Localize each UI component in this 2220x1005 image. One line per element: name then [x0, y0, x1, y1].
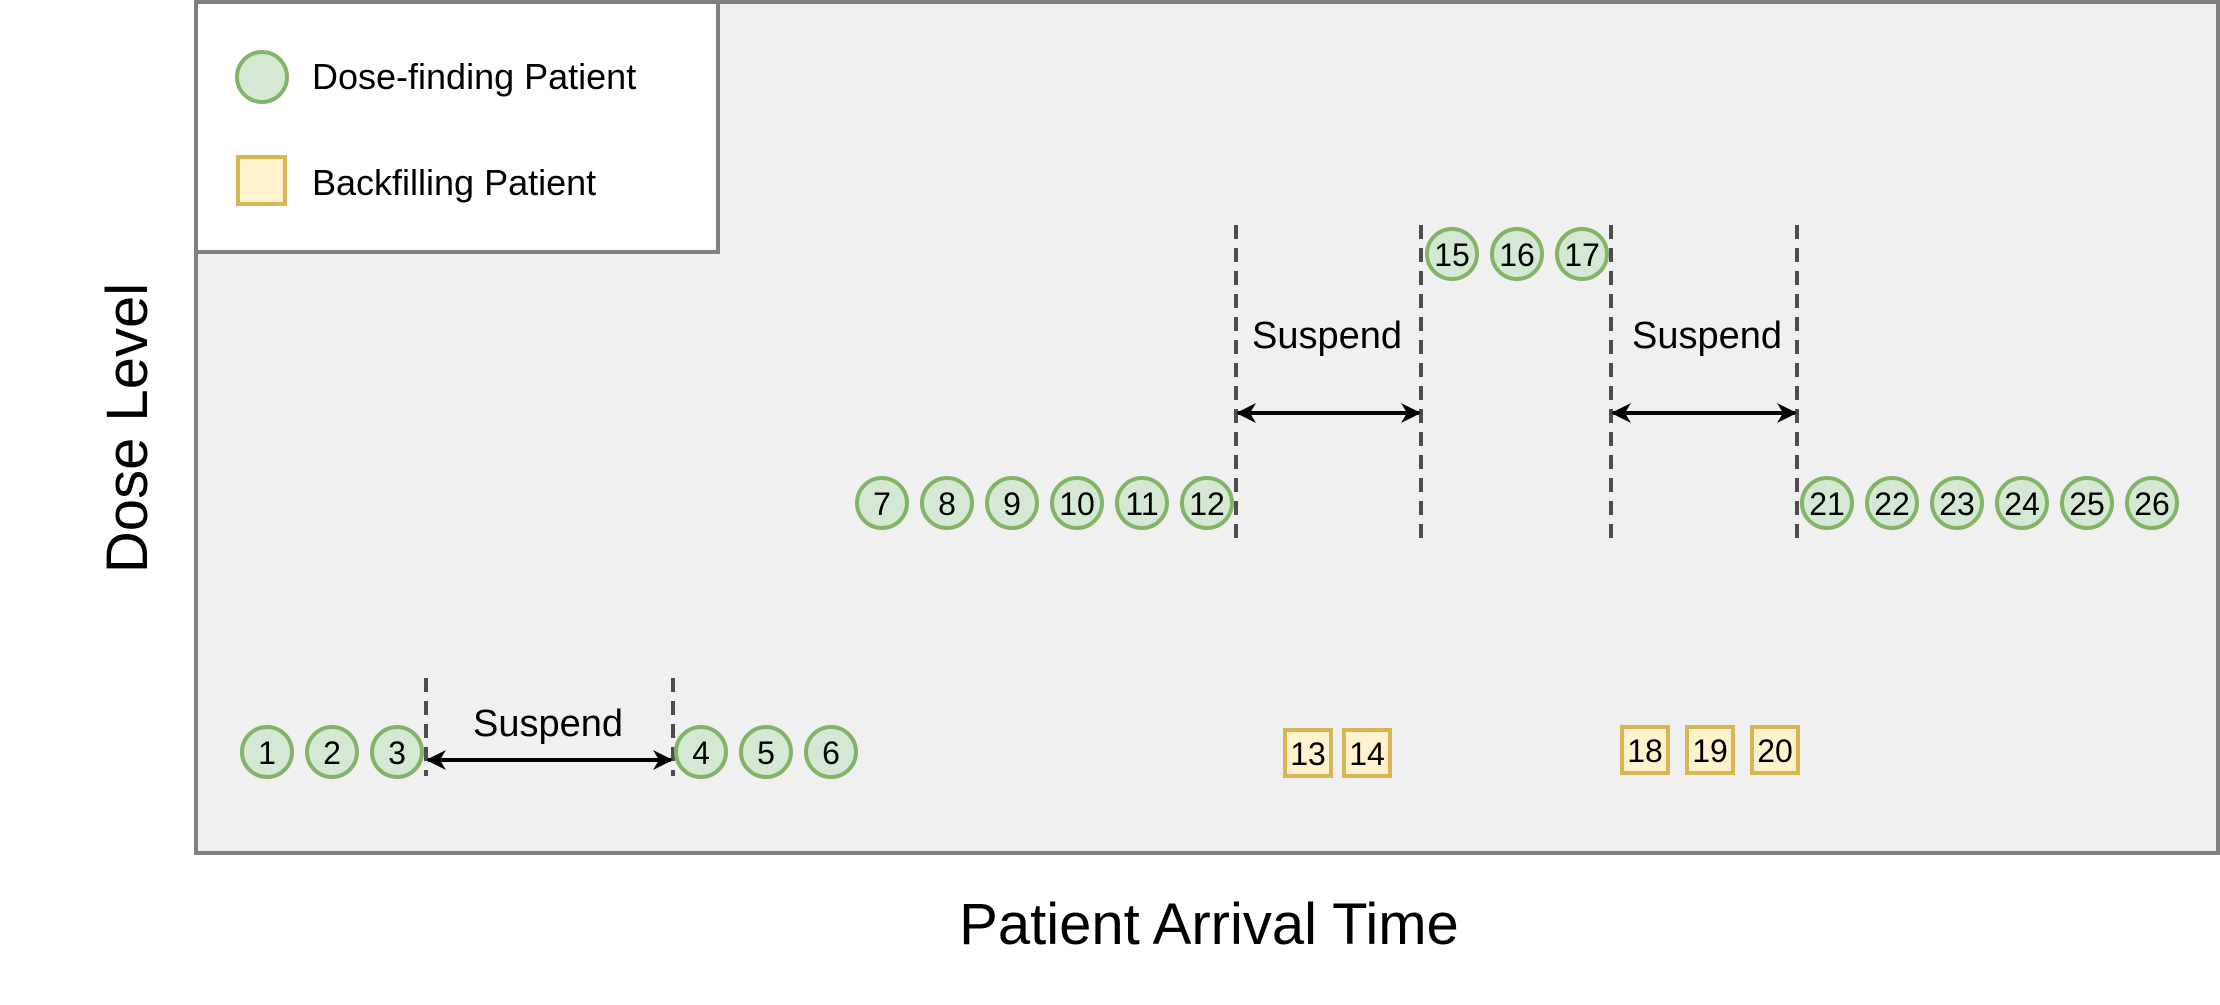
- dose-finding-patient-circle: [804, 725, 858, 779]
- patient-number-label: 10: [1059, 486, 1095, 522]
- patient-23: 23: [1930, 476, 1984, 530]
- dose-finding-patient-circle: [305, 725, 359, 779]
- dose-finding-patient-circle: [2125, 476, 2179, 530]
- suspend-label: Suspend: [1632, 315, 1782, 357]
- patient-number-label: 13: [1290, 736, 1326, 772]
- patient-6: 6: [804, 725, 858, 779]
- patient-5: 5: [739, 725, 793, 779]
- backfilling-patient-square: [1342, 728, 1392, 778]
- patient-number-label: 11: [1125, 486, 1158, 522]
- patient-3: 3: [370, 725, 424, 779]
- dose-finding-patient-circle: [370, 725, 424, 779]
- patient-1: 1: [240, 725, 294, 779]
- dose-finding-patient-circle: [855, 476, 909, 530]
- patient-number-label: 4: [692, 735, 710, 771]
- patient-19: 19: [1685, 725, 1735, 775]
- patient-16: 16: [1490, 227, 1544, 281]
- legend-label-dose-finding: Dose-finding Patient: [312, 56, 636, 97]
- suspension-period-1: Suspend: [424, 678, 675, 776]
- dose-finding-patient-circle: [1555, 227, 1609, 281]
- patient-21: 21: [1800, 476, 1854, 530]
- patient-number-label: 17: [1564, 237, 1600, 273]
- dose-finding-patient-circle: [920, 476, 974, 530]
- suspend-label: Suspend: [1252, 315, 1402, 357]
- patient-14: 14: [1342, 728, 1392, 778]
- patient-number-label: 24: [2004, 486, 2040, 522]
- patient-number-label: 14: [1349, 736, 1385, 772]
- patient-11: 11: [1115, 476, 1169, 530]
- patient-9: 9: [985, 476, 1039, 530]
- patient-number-label: 9: [1003, 486, 1021, 522]
- backfilling-patient-square: [1620, 725, 1670, 775]
- patient-number-label: 12: [1189, 486, 1225, 522]
- patient-number-label: 2: [323, 735, 341, 771]
- patient-12: 12: [1180, 476, 1234, 530]
- dose-finding-patient-circle: [739, 725, 793, 779]
- backfilling-patient-square: [1283, 728, 1333, 778]
- legend-square-icon: [236, 155, 287, 206]
- dose-finding-patient-circle: [985, 476, 1039, 530]
- patient-8: 8: [920, 476, 974, 530]
- suspension-period-2: Suspend: [1234, 225, 1423, 545]
- backfilling-patient-square: [1750, 725, 1800, 775]
- patient-number-label: 5: [757, 735, 775, 771]
- dose-finding-patient-circle: [674, 725, 728, 779]
- suspension-period-3: Suspend: [1609, 225, 1799, 545]
- patient-26: 26: [2125, 476, 2179, 530]
- patient-number-label: 15: [1434, 237, 1470, 273]
- x-axis-label: Patient Arrival Time: [959, 892, 1459, 957]
- patient-number-label: 23: [1939, 486, 1975, 522]
- patient-number-label: 26: [2134, 486, 2170, 522]
- dose-finding-patient-circle: [1995, 476, 2049, 530]
- dose-finding-patient-circle: [1865, 476, 1919, 530]
- patient-number-label: 3: [388, 735, 406, 771]
- dose-finding-patient-circle: [1115, 476, 1169, 530]
- dose-finding-patient-circle: [1800, 476, 1854, 530]
- patient-13: 13: [1283, 728, 1333, 778]
- patient-number-label: 18: [1627, 733, 1663, 769]
- patient-7: 7: [855, 476, 909, 530]
- dose-finding-patient-circle: [240, 725, 294, 779]
- patient-number-label: 16: [1499, 237, 1535, 273]
- patient-15: 15: [1425, 227, 1479, 281]
- patient-number-label: 1: [258, 735, 276, 771]
- patient-number-label: 21: [1809, 486, 1845, 522]
- suspension-periods: Suspend Suspend Suspend: [424, 225, 1799, 776]
- dose-finding-patient-circle: [1180, 476, 1234, 530]
- patient-number-label: 19: [1692, 733, 1728, 769]
- patient-4: 4: [674, 725, 728, 779]
- patient-17: 17: [1555, 227, 1609, 281]
- patient-24: 24: [1995, 476, 2049, 530]
- legend-label-backfilling: Backfilling Patient: [312, 162, 596, 203]
- legend-circle-icon: [235, 50, 289, 104]
- patient-25: 25: [2060, 476, 2114, 530]
- legend-box: [194, 0, 720, 254]
- patient-20: 20: [1750, 725, 1800, 775]
- dose-finding-patient-circle: [1050, 476, 1104, 530]
- patient-number-label: 20: [1757, 733, 1793, 769]
- backfilling-patient-square: [1685, 725, 1735, 775]
- dose-finding-patient-circle: [2060, 476, 2114, 530]
- dose-finding-patient-circle: [1425, 227, 1479, 281]
- patient-2: 2: [305, 725, 359, 779]
- patient-number-label: 8: [938, 486, 956, 522]
- patient-number-label: 7: [873, 486, 891, 522]
- patient-18: 18: [1620, 725, 1670, 775]
- patient-number-label: 25: [2069, 486, 2105, 522]
- y-axis-label: Dose Level: [95, 283, 160, 573]
- suspend-label: Suspend: [473, 703, 623, 745]
- patient-number-label: 6: [822, 735, 840, 771]
- patient-22: 22: [1865, 476, 1919, 530]
- patient-number-label: 22: [1874, 486, 1910, 522]
- dose-finding-patient-circle: [1490, 227, 1544, 281]
- patient-10: 10: [1050, 476, 1104, 530]
- legend: Dose-finding Patient Backfilling Patient: [194, 0, 720, 254]
- dose-finding-patient-circle: [1930, 476, 1984, 530]
